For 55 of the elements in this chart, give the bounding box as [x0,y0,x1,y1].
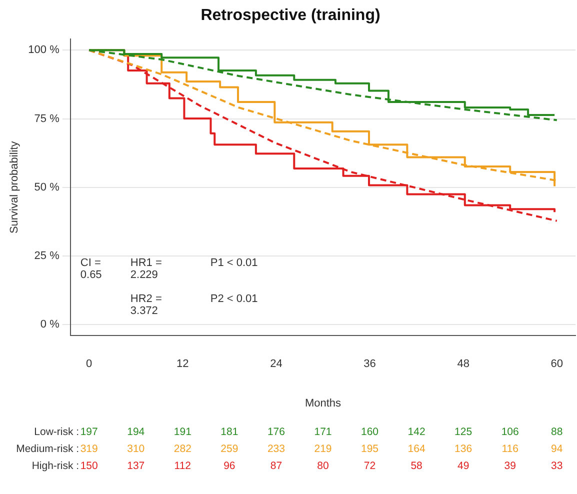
text: 195 [361,442,379,455]
text: 310 [127,442,145,455]
x-axis-title: Months [304,397,342,410]
y-tick-label: 100 % [28,44,60,56]
x-tick-label: 12 [176,358,189,370]
y-tick-label: 50 % [34,181,60,194]
x-tick-label: 0 [86,358,92,370]
text: 194 [127,426,145,438]
text: 136 [454,442,472,455]
text: 219 [314,442,332,455]
text: 33 [551,460,563,472]
text: 176 [267,426,286,438]
text: 72 [364,460,376,472]
text: 164 [408,442,426,455]
text: 39 [504,460,516,472]
annotation: HR1 = 2.229 [130,257,162,282]
text: Medium-risk : [16,442,80,455]
text: 142 [408,426,426,438]
annotation: CI = 0.65 [80,257,102,282]
annotation: P2 < 0.01 [210,293,258,306]
text: 125 [454,426,472,438]
text: 150 [80,460,98,472]
annotation: HR2 = 3.372 [130,293,162,318]
y-tick-label: 25 % [34,250,60,262]
text: 319 [80,442,98,455]
text: 259 [220,442,238,455]
text: 181 [220,426,238,438]
x-tick-label: 24 [270,358,282,370]
text: 171 [314,426,332,438]
text: 282 [174,442,192,455]
y-tick-label: 75 % [34,112,60,125]
text: 233 [267,442,286,455]
chart-title: Retrospective (training) [200,7,380,24]
text: 96 [224,460,236,472]
text: 197 [80,426,98,438]
text: 191 [174,426,192,438]
x-tick-label: 60 [550,358,564,370]
text: 137 [127,460,145,472]
text: 80 [317,460,329,472]
x-tick-label: 48 [457,358,470,370]
text: Low-risk : [34,426,80,438]
annotation: P1 < 0.01 [210,257,258,270]
text: 58 [410,460,423,472]
y-tick-label: 0 % [40,318,60,331]
text: 87 [270,460,282,472]
text: High-risk : [32,460,80,472]
text: 112 [174,460,192,472]
text: 49 [457,460,470,472]
text: 106 [501,426,520,438]
text: 160 [361,426,379,438]
text: 94 [551,442,563,455]
text: 88 [551,426,563,438]
text: 116 [502,442,519,455]
x-tick-label: 36 [364,358,376,370]
y-axis-title: Survival probability [8,140,21,234]
